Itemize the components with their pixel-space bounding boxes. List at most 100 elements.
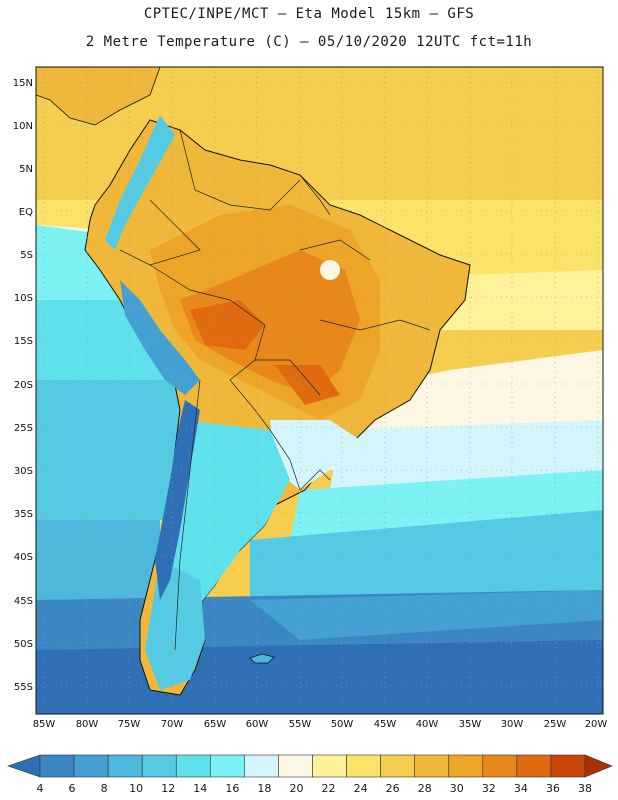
southern-cone-cool-zone — [160, 420, 290, 620]
colorbar-swatch — [175, 754, 211, 778]
lat-label: 30S — [14, 466, 33, 477]
colorbar-label: 26 — [385, 782, 400, 795]
lon-label: 35W — [459, 719, 482, 730]
border-uruguay — [299, 469, 331, 491]
chart-title-line1: CPTEC/INPE/MCT – Eta Model 15km – GFS — [143, 6, 475, 22]
colorbar-arrow-high — [584, 754, 613, 778]
colorbar-label: 38 — [578, 782, 592, 795]
colorbar-swatch — [141, 754, 177, 778]
colorbar-label: 6 — [68, 782, 76, 795]
colorbar-label: 24 — [353, 782, 368, 795]
lat-label: 35S — [14, 509, 33, 520]
lon-label: 55W — [289, 719, 312, 730]
atlantic-band-8 — [250, 590, 603, 640]
lat-label: 50S — [14, 639, 33, 650]
colorbar-label: 20 — [289, 782, 304, 795]
lon-label: 30W — [501, 719, 524, 730]
lat-label: 15S — [14, 336, 33, 347]
pacific-band-12 — [36, 380, 180, 520]
colorbar-label: 16 — [225, 782, 240, 795]
colorbar-arrow-low — [7, 754, 41, 778]
border-paraguay — [255, 359, 321, 396]
colorbar-swatch — [39, 754, 75, 778]
lon-label: 20W — [585, 719, 608, 730]
colorbar-swatch — [107, 754, 143, 778]
colorbar-label: 28 — [417, 782, 432, 795]
lon-label: 60W — [246, 719, 269, 730]
chart-title-line2: 2 Metre Temperature (C) – 05/10/2020 12U… — [85, 34, 533, 50]
lat-label: 10S — [14, 293, 33, 304]
color-scale-bar — [7, 754, 613, 778]
lon-label: 80W — [76, 719, 99, 730]
central-america-land — [36, 67, 161, 126]
cool-spot-para — [320, 260, 340, 280]
lon-label: 85W — [33, 719, 56, 730]
lat-label: 5S — [20, 250, 33, 261]
colorbar-label: 34 — [513, 782, 528, 795]
colorbar-swatch — [346, 754, 381, 778]
atlantic-band-12 — [250, 510, 603, 600]
lon-label: 50W — [331, 719, 354, 730]
hotspot-bolivia — [190, 300, 265, 350]
lat-label: 45S — [14, 596, 33, 607]
border-brazil-states-north — [299, 239, 371, 261]
colorbar-swatch — [210, 754, 245, 778]
lon-label: 25W — [544, 719, 567, 730]
colorbar-label: 36 — [545, 782, 560, 795]
colorbar-label: 8 — [100, 782, 108, 795]
atlantic-band-18 — [330, 420, 603, 490]
lat-label: 25S — [14, 423, 33, 434]
country-borders — [119, 129, 431, 651]
colorbar-swatch — [244, 754, 279, 778]
colorbar-label: 30 — [449, 782, 464, 795]
lat-label: 5N — [19, 164, 33, 175]
colorbar-swatch — [448, 754, 484, 778]
colorbar-swatch — [278, 754, 313, 778]
colorbar-label: 12 — [161, 782, 176, 795]
longitude-axis: 85W 80W 75W 70W 65W 60W 55W 50W 45W 40W … — [33, 719, 608, 730]
lat-label: 55S — [14, 682, 33, 693]
lat-label: 40S — [14, 552, 33, 563]
southern-andes-cold — [155, 400, 200, 600]
northern-andes-cold — [105, 115, 175, 250]
border-argentina — [229, 379, 301, 491]
colorbar-swatch — [482, 754, 518, 778]
lon-label: 75W — [118, 719, 141, 730]
lon-label: 45W — [374, 719, 397, 730]
border-venezuela — [179, 129, 301, 211]
lon-label: 70W — [161, 719, 184, 730]
south-band-4 — [36, 640, 603, 714]
latitude-axis: 15N 10N 5N EQ 5S 10S 15S 20S 25S 30S 35S… — [13, 78, 33, 693]
lat-label: 10N — [13, 121, 33, 132]
border-guianas — [299, 174, 331, 216]
colorbar-label: 18 — [257, 782, 272, 795]
colorbar-swatch — [414, 754, 450, 778]
border-peru-bolivia — [149, 264, 266, 381]
colorbar-swatch — [312, 754, 347, 778]
southeast-cool-zone — [270, 420, 360, 490]
colorbar-swatch — [550, 754, 586, 778]
lat-label: 20S — [14, 380, 33, 391]
hotspot-paraguay — [275, 365, 340, 405]
border-colombia-peru — [119, 199, 201, 266]
border-chile — [174, 379, 201, 651]
interior-hot-zone — [180, 250, 360, 395]
lat-label: 15N — [13, 78, 33, 89]
colorbar-label: 4 — [36, 782, 44, 795]
colorbar-swatch — [73, 754, 109, 778]
pacific-band-10 — [36, 520, 160, 600]
colorbar-label: 22 — [321, 782, 336, 795]
falkland-islands — [249, 653, 275, 664]
colorbar-swatch — [516, 754, 552, 778]
lon-label: 65W — [204, 719, 227, 730]
border-brazil-states — [319, 319, 431, 331]
map-frame — [35, 66, 604, 715]
colorbar-swatch — [380, 754, 415, 778]
colorbar-label: 10 — [129, 782, 144, 795]
colorbar-label: 14 — [193, 782, 208, 795]
lon-label: 40W — [416, 719, 439, 730]
central-andes-cold — [120, 280, 200, 395]
lat-label: EQ — [19, 207, 33, 218]
colorbar-label: 32 — [481, 782, 496, 795]
